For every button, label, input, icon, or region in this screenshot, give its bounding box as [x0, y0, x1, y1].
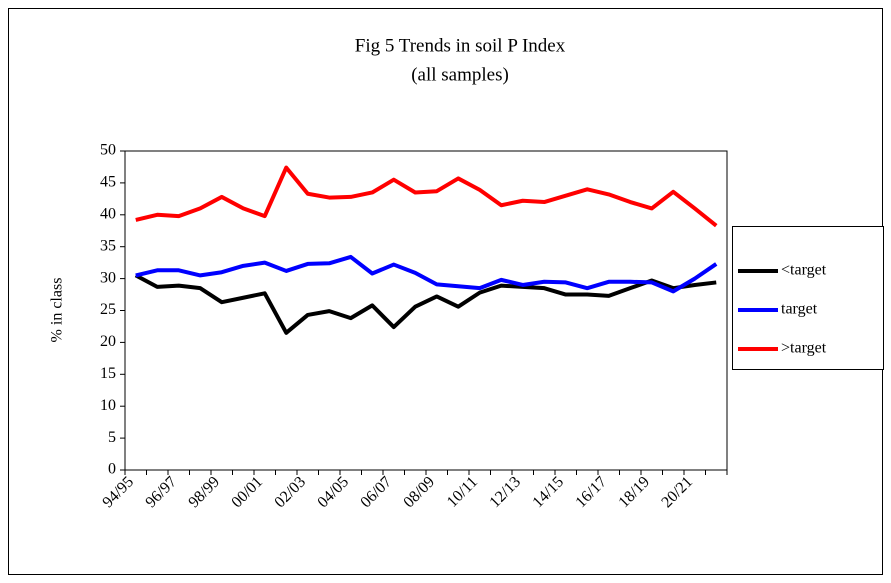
series-line	[135, 254, 718, 294]
y-tick-label: 20	[100, 333, 116, 350]
y-tick-label: 45	[100, 174, 116, 191]
y-tick-label: 5	[108, 429, 116, 446]
legend-label: >target	[781, 340, 827, 357]
y-tick-label: 0	[108, 461, 116, 478]
y-tick-label: 40	[100, 205, 116, 222]
legend-box	[732, 226, 884, 370]
series-line	[135, 165, 718, 228]
legend-label: target	[781, 301, 818, 318]
y-tick-label: 35	[100, 237, 116, 254]
y-tick-label: 25	[100, 301, 116, 318]
y-tick-label: 10	[100, 397, 116, 414]
y-axis-label: % in class	[49, 278, 66, 343]
chart-subtitle: (all samples)	[411, 64, 509, 85]
series-line	[134, 273, 717, 335]
legend-label: <target	[781, 262, 827, 279]
y-tick-label: 30	[100, 269, 116, 286]
y-tick-label: 50	[100, 142, 116, 159]
chart-title: Fig 5 Trends in soil P Index	[355, 35, 566, 56]
y-tick-label: 15	[100, 365, 116, 382]
